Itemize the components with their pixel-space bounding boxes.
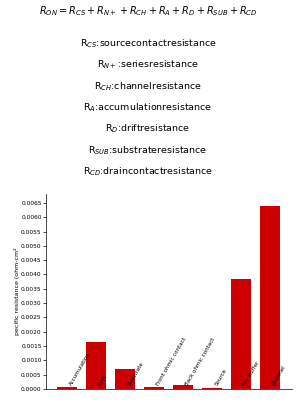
Bar bbox=[173, 386, 193, 389]
Text: Substrate: Substrate bbox=[127, 361, 144, 386]
Text: Front ohmic contact: Front ohmic contact bbox=[156, 337, 187, 386]
Text: Back ohmic contact: Back ohmic contact bbox=[185, 337, 216, 386]
Text: R$_{N+}$:seriesresistance: R$_{N+}$:seriesresistance bbox=[97, 59, 199, 71]
Bar bbox=[115, 369, 135, 389]
Bar bbox=[57, 387, 77, 389]
Text: R$_{CH}$:channelresistance: R$_{CH}$:channelresistance bbox=[94, 80, 202, 93]
Y-axis label: pecific resistance (ohm-cm²: pecific resistance (ohm-cm² bbox=[14, 248, 20, 335]
Text: R$_{A}$:accumulationresistance: R$_{A}$:accumulationresistance bbox=[83, 102, 213, 114]
Bar bbox=[231, 279, 251, 389]
Bar bbox=[260, 206, 280, 389]
Text: Source: Source bbox=[214, 368, 227, 386]
Text: R$_{CD}$:draincontactresistance: R$_{CD}$:draincontactresistance bbox=[83, 166, 213, 178]
Text: $R_{ON} = R_{CS} + R_{N+} + R_{CH} + R_{A} + R_{D} + R_{SUB} + R_{CD}$: $R_{ON} = R_{CS} + R_{N+} + R_{CH} + R_{… bbox=[39, 4, 257, 17]
Text: Drift: Drift bbox=[98, 374, 108, 386]
Bar bbox=[202, 388, 222, 389]
Text: R$_{CS}$:sourcecontactresistance: R$_{CS}$:sourcecontactresistance bbox=[80, 37, 216, 50]
Bar bbox=[144, 386, 164, 389]
Text: N+ buffer: N+ buffer bbox=[243, 360, 261, 386]
Text: R$_{D}$:driftresistance: R$_{D}$:driftresistance bbox=[105, 123, 191, 135]
Text: R$_{SUB}$:substrateresistance: R$_{SUB}$:substrateresistance bbox=[89, 145, 207, 157]
Text: Channel: Channel bbox=[272, 364, 287, 386]
Bar bbox=[86, 342, 106, 389]
Text: Accumulation: Accumulation bbox=[69, 352, 92, 386]
